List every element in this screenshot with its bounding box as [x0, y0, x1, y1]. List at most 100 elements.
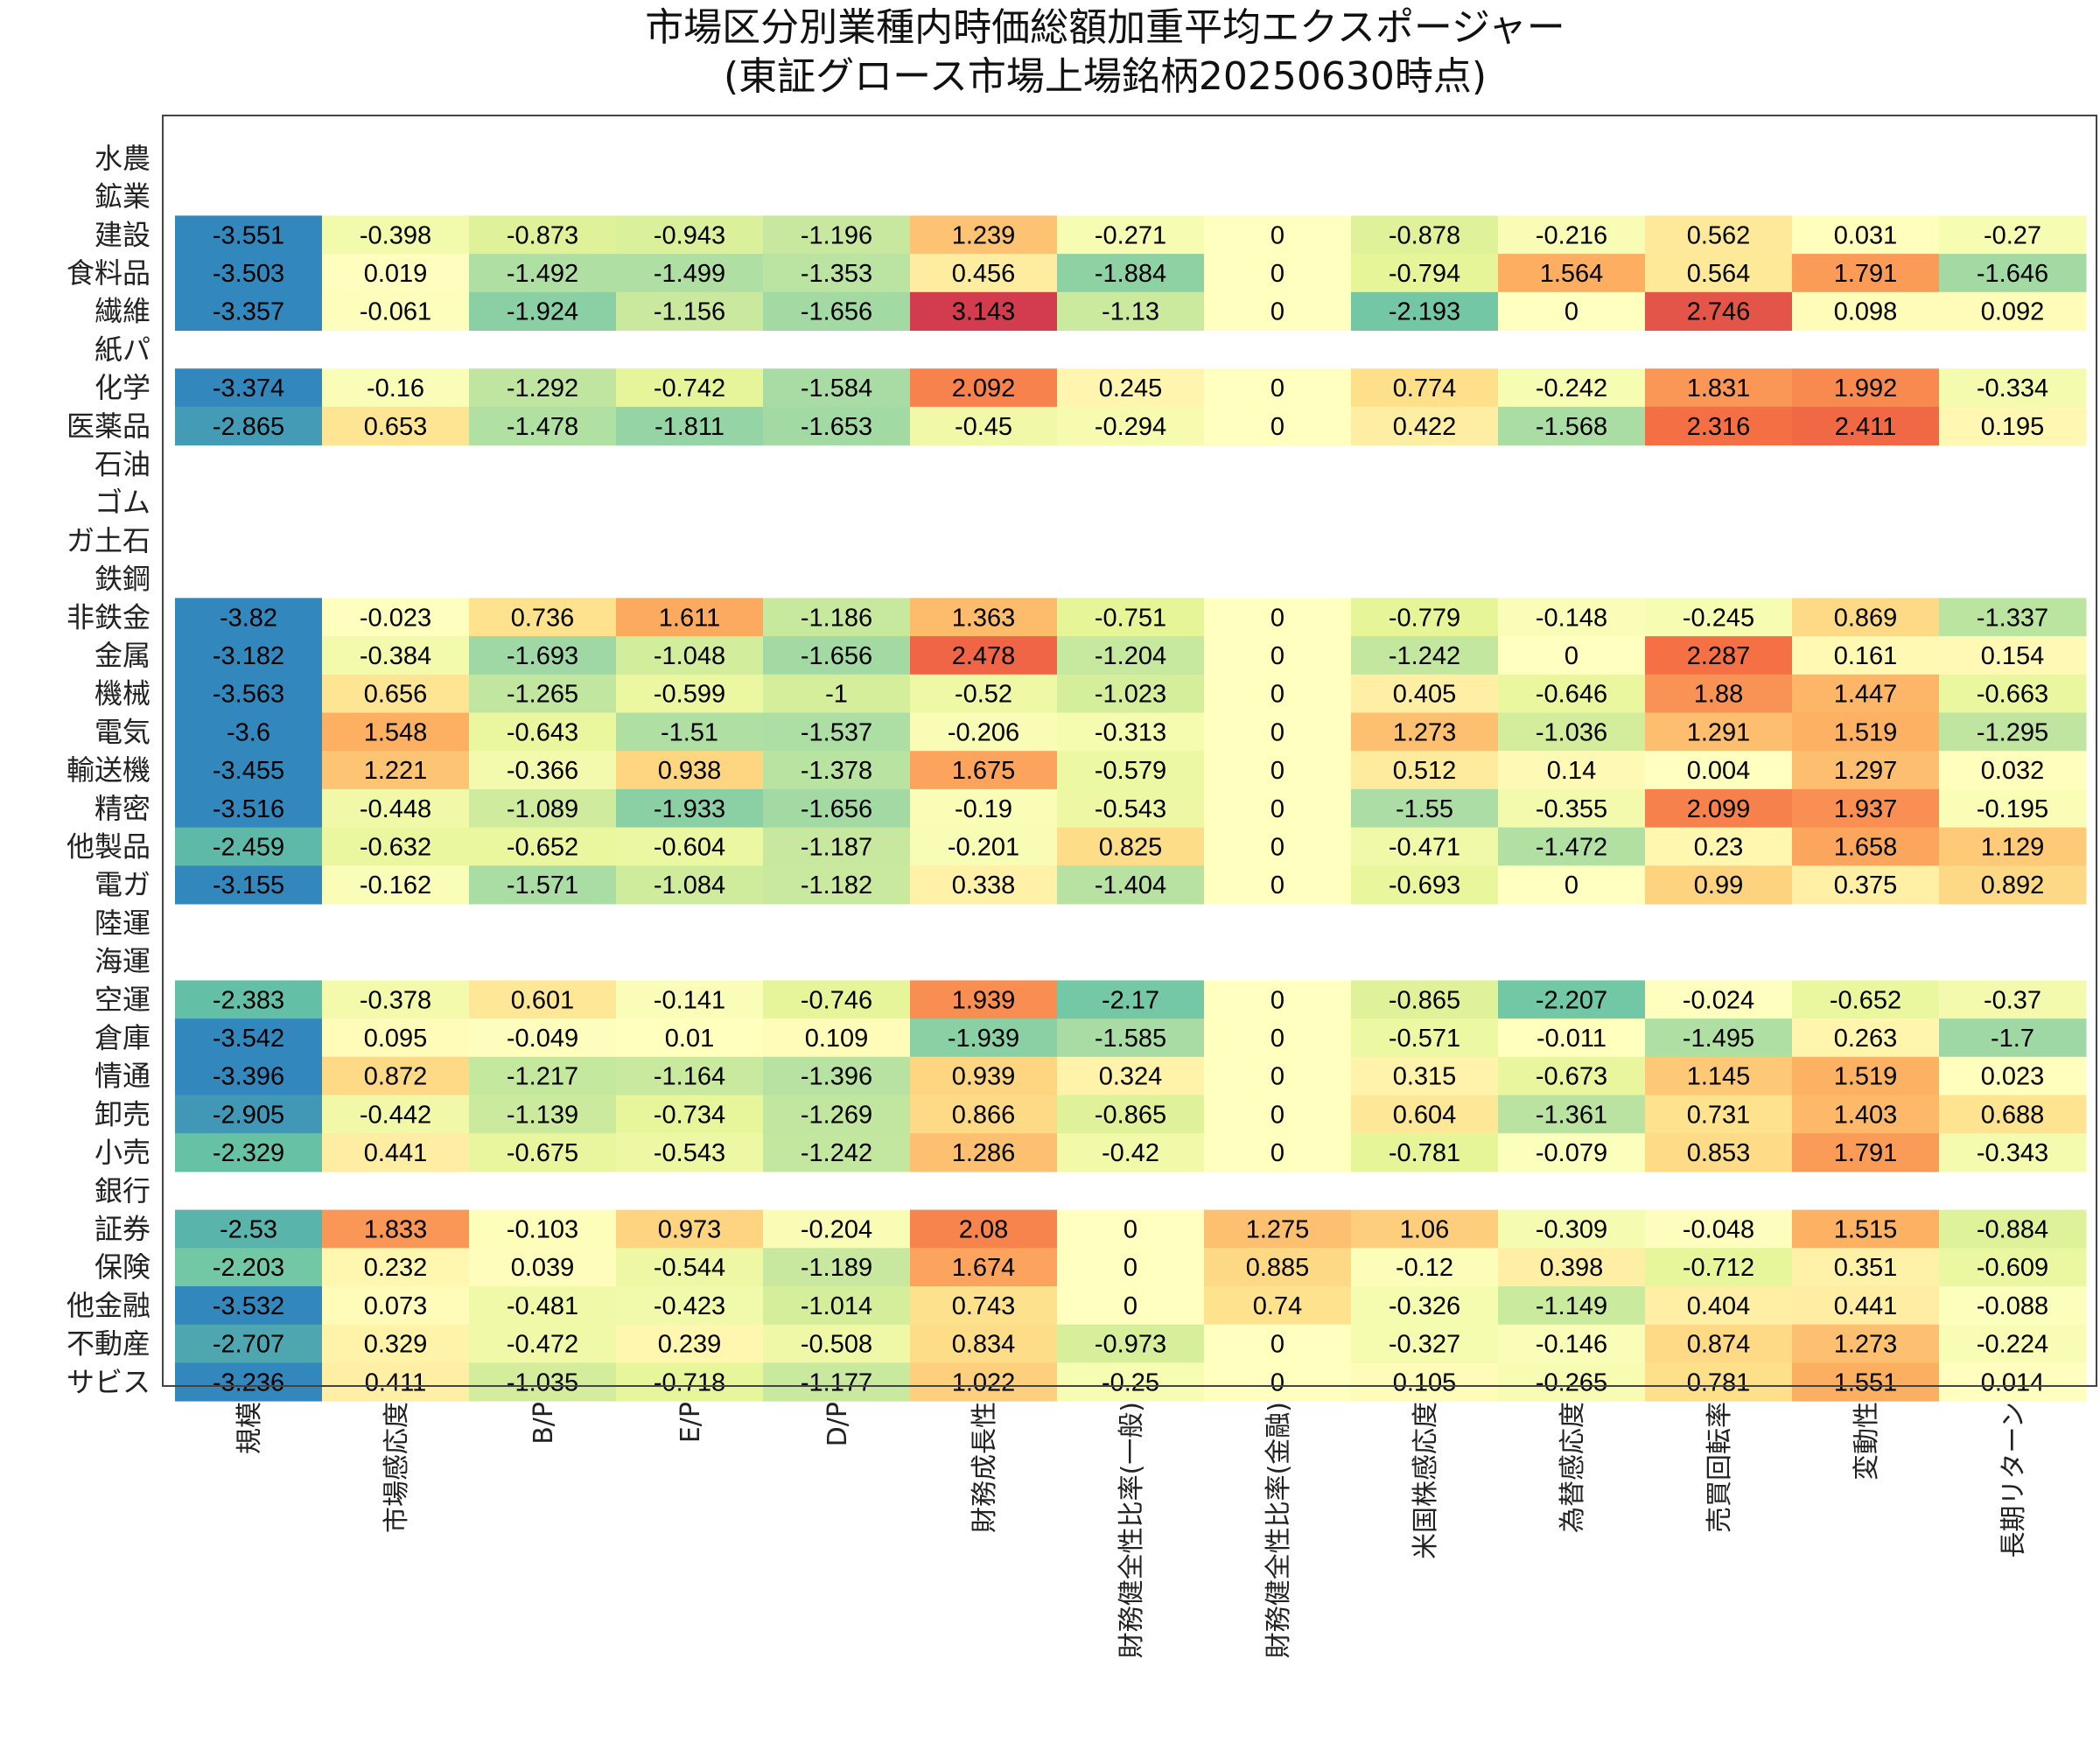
cell-value-label: 0.023 — [1981, 1063, 2045, 1091]
column-label: 財務健全性比率(金融) — [1264, 1402, 1294, 1658]
cell-value-label: 0.095 — [364, 1025, 428, 1053]
heatmap-cell — [175, 1018, 323, 1058]
row-label: 証券 — [94, 1212, 150, 1245]
heatmap-cell — [1645, 1133, 1793, 1172]
row-label: 保険 — [94, 1250, 150, 1284]
cell-value-label: -0.048 — [1683, 1215, 1754, 1243]
row-label: 金属 — [94, 639, 150, 672]
heatmap-cell — [1351, 865, 1499, 905]
cell-value-label: -2.865 — [213, 413, 284, 441]
cell-value-label: 0.019 — [364, 260, 428, 288]
cell-value-label: -1.537 — [801, 718, 872, 746]
cell-value-label: -0.204 — [801, 1215, 872, 1243]
heatmap-cell — [322, 1324, 470, 1363]
cell-value-label: 0.441 — [1834, 1292, 1898, 1320]
heatmap-cell — [1645, 1095, 1793, 1134]
row-label: 化学 — [94, 371, 150, 404]
cell-value-label: 0 — [1124, 1215, 1138, 1243]
heatmap-cell — [1057, 406, 1205, 446]
cell-value-label: -1.084 — [654, 872, 725, 900]
heatmap-cell — [1351, 1133, 1499, 1172]
heatmap-cell — [1057, 865, 1205, 905]
row-label: 他製品 — [66, 830, 150, 863]
heatmap-cell — [322, 1056, 470, 1096]
cell-value-label: 0 — [1124, 1292, 1138, 1320]
cell-value-label: -0.865 — [1095, 1101, 1166, 1129]
heatmap-cell — [322, 788, 470, 829]
cell-value-label: 2.746 — [1687, 298, 1751, 326]
heatmap-cell — [910, 1018, 1058, 1058]
heatmap-cell — [1939, 1286, 2087, 1326]
cell-value-label: 0.263 — [1834, 1025, 1898, 1053]
cell-value-label: -0.448 — [360, 795, 431, 823]
cell-value-label: 0.731 — [1687, 1101, 1751, 1129]
cell-value-label: -0.52 — [955, 681, 1012, 709]
cell-value-label: 0.411 — [365, 1368, 426, 1396]
heatmap-cell — [1204, 751, 1352, 790]
heatmap-cell — [1351, 751, 1499, 790]
heatmap-cell — [1351, 406, 1499, 446]
heatmap-cell — [1351, 1209, 1499, 1249]
cell-value-label: 0.99 — [1694, 872, 1743, 900]
cell-value-label: 1.833 — [364, 1215, 428, 1243]
heatmap-cell — [1498, 1286, 1646, 1326]
heatmap-cell — [175, 254, 323, 293]
cell-value-label: -1.478 — [507, 413, 578, 441]
cell-value-label: -0.884 — [1977, 1215, 2048, 1243]
cell-value-label: -1.495 — [1683, 1025, 1754, 1053]
cell-value-label: 0 — [1270, 718, 1284, 746]
heatmap-cell — [322, 1133, 470, 1172]
cell-value-label: 1.221 — [364, 757, 428, 785]
heatmap-cell — [1792, 1324, 1940, 1363]
cell-value-label: -1.51 — [661, 718, 718, 746]
cell-value-label: -1.584 — [801, 374, 872, 402]
cell-value-label: 2.478 — [952, 642, 1016, 670]
cell-value-label: -3.374 — [213, 374, 284, 402]
heatmap-cell — [1204, 674, 1352, 713]
cell-value-label: 0 — [1270, 795, 1284, 823]
heatmap-cell — [1645, 254, 1793, 293]
heatmap-cell — [910, 1056, 1058, 1096]
heatmap-cell — [322, 1362, 470, 1402]
heatmap-cell — [1645, 291, 1793, 331]
cell-value-label: -0.599 — [654, 681, 725, 709]
heatmap-cell — [1792, 980, 1940, 1019]
cell-value-label: -1.204 — [1095, 642, 1166, 670]
cell-value-label: 0.422 — [1393, 413, 1457, 441]
cell-value-label: 1.145 — [1687, 1063, 1751, 1091]
column-label: 市場感応度 — [382, 1402, 412, 1533]
heatmap-cell — [1351, 291, 1499, 331]
cell-value-label: 1.06 — [1400, 1215, 1449, 1243]
heatmap-cell — [175, 598, 323, 637]
cell-value-label: 0.869 — [1834, 604, 1898, 632]
row-label: 紙パ — [94, 332, 150, 366]
cell-value-label: 0.656 — [364, 681, 428, 709]
cell-value-label: -0.141 — [654, 986, 725, 1014]
heatmap-cell — [175, 1362, 323, 1402]
cell-value-label: -1.378 — [801, 757, 872, 785]
heatmap-cell — [1939, 827, 2087, 866]
cell-value-label: -0.162 — [360, 872, 431, 900]
cell-value-label: -1.269 — [801, 1101, 872, 1129]
cell-value-label: 0.866 — [952, 1101, 1016, 1129]
heatmap-cell — [1351, 1056, 1499, 1096]
column-label: 為替感応度 — [1558, 1402, 1588, 1533]
heatmap-cell — [1057, 254, 1205, 293]
row-label: 鉱業 — [94, 180, 150, 214]
heatmap-cell — [1792, 865, 1940, 905]
heatmap-cell — [1204, 1362, 1352, 1402]
heatmap-cell — [1498, 1248, 1646, 1287]
heatmap-cell — [616, 598, 764, 637]
heatmap-cell — [469, 751, 617, 790]
cell-value-label: -0.973 — [1095, 1331, 1166, 1359]
heatmap-cell — [616, 291, 764, 331]
heatmap-cell — [1939, 1095, 2087, 1134]
column-label: 売買回転率 — [1704, 1402, 1735, 1533]
heatmap-cell — [616, 980, 764, 1019]
cell-value-label: -0.265 — [1536, 1368, 1607, 1396]
column-label: 財務成長性 — [970, 1402, 1000, 1533]
cell-value-label: -1.014 — [801, 1292, 872, 1320]
heatmap-cell — [1939, 1056, 2087, 1096]
heatmap-cell — [1057, 788, 1205, 829]
heatmap-cell — [469, 980, 617, 1019]
